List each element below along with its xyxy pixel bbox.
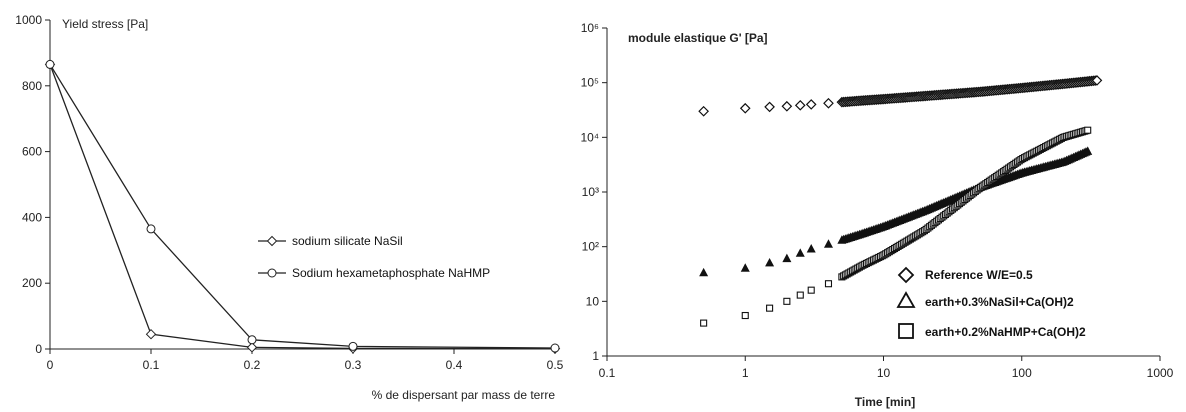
data-point-triangle — [699, 267, 709, 277]
data-point-square — [783, 297, 791, 305]
legend-label-nasil: earth+0.3%NaSil+Ca(OH)2 — [925, 295, 1074, 309]
data-point-triangle — [795, 248, 805, 257]
data-point-diamond — [698, 105, 709, 117]
legend-label-nahmp: earth+0.2%NaHMP+Ca(OH)2 — [925, 325, 1086, 339]
data-point-diamond — [764, 101, 775, 113]
legend-label-nasil: sodium silicate NaSil — [292, 234, 403, 248]
data-point-diamond — [823, 97, 834, 109]
series-group-1 — [699, 146, 1093, 277]
data-point-circle — [247, 335, 257, 345]
data-point-diamond — [1091, 75, 1103, 86]
data-point-diamond — [739, 102, 751, 114]
x-tick-label: 0.4 — [446, 358, 463, 372]
y-tick-label: 10 — [586, 294, 600, 308]
elastic-modulus-chart: module elastique G' [Pa] Time [min] 0.1 1… — [580, 21, 1173, 409]
data-point-circle — [550, 343, 560, 353]
legend-diamond-marker — [266, 235, 278, 247]
data-point-square — [766, 304, 774, 312]
y-tick-label: 0 — [35, 342, 42, 356]
right-y-axis-title: module elastique G' [Pa] — [628, 31, 768, 45]
data-point-square — [700, 319, 708, 327]
data-point-circle — [45, 59, 55, 69]
legend-label-nahmp: Sodium hexametaphosphate NaHMP — [292, 266, 490, 280]
x-tick-label: 0.2 — [244, 358, 261, 372]
data-point-circle — [146, 224, 156, 234]
left-y-axis-title: Yield stress [Pa] — [62, 17, 148, 31]
left-legend: sodium silicate NaSil Sodium hexametapho… — [258, 234, 490, 280]
data-point-triangle — [740, 263, 750, 272]
data-point-diamond — [794, 99, 806, 111]
series-group-2 — [700, 126, 1092, 327]
data-point-triangle — [765, 257, 775, 267]
right-legend: Reference W/E=0.5 earth+0.3%NaSil+Ca(OH)… — [896, 266, 1086, 339]
legend-square-marker — [898, 323, 914, 339]
data-point-square — [824, 280, 833, 288]
y-tick-label: 10² — [582, 240, 599, 254]
x-tick-label: 10 — [877, 366, 891, 380]
x-tick-label: 0.5 — [547, 358, 564, 372]
data-point-triangle — [823, 239, 833, 248]
data-point-triangle — [782, 253, 792, 263]
data-point-diamond — [145, 328, 157, 340]
y-tick-label: 400 — [22, 210, 42, 224]
data-point-diamond — [781, 100, 793, 112]
yield-stress-chart: Yield stress [Pa] % de dispersant par ma… — [15, 13, 563, 402]
x-tick-label: 0 — [47, 358, 54, 372]
series-line-0 — [49, 64, 556, 350]
data-point-triangle — [806, 244, 816, 253]
y-tick-label: 1 — [592, 349, 599, 363]
y-tick-label: 1000 — [15, 13, 42, 27]
right-x-axis-title: Time [min] — [855, 395, 915, 409]
x-tick-label: 0.3 — [345, 358, 362, 372]
y-tick-label: 600 — [22, 145, 42, 159]
y-tick-label: 10³ — [582, 185, 599, 199]
data-point-square — [741, 311, 749, 320]
y-tick-label: 800 — [22, 79, 42, 93]
data-point-diamond — [805, 99, 817, 110]
y-tick-label: 10⁶ — [581, 21, 599, 35]
legend-label-reference: Reference W/E=0.5 — [925, 268, 1033, 282]
right-series — [698, 75, 1103, 327]
x-tick-label: 1000 — [1147, 366, 1174, 380]
x-tick-label: 1 — [742, 366, 749, 380]
y-tick-label: 200 — [22, 276, 42, 290]
left-ticks: 0 0.1 0.2 0.3 0.4 0.5 0 200 400 600 800 1000 — [15, 13, 563, 372]
legend-circle-marker — [267, 268, 277, 278]
x-tick-label: 0.1 — [599, 366, 616, 380]
data-point-triangle — [1083, 146, 1093, 155]
x-tick-label: 100 — [1012, 366, 1032, 380]
y-tick-label: 10⁴ — [580, 130, 599, 144]
series-line-1 — [49, 64, 556, 349]
data-point-square — [796, 291, 804, 299]
left-x-axis-title: % de dispersant par mass de terre — [372, 388, 556, 402]
series-group-0 — [698, 75, 1103, 117]
data-point-square — [807, 286, 815, 294]
data-point-circle — [348, 341, 358, 351]
x-tick-label: 0.1 — [143, 358, 160, 372]
y-tick-label: 10⁵ — [581, 76, 599, 90]
left-series — [44, 59, 561, 354]
legend-diamond-marker — [897, 266, 915, 284]
data-point-square — [1084, 126, 1092, 134]
legend-triangle-marker — [896, 291, 916, 308]
data-point-diamond — [246, 342, 258, 353]
